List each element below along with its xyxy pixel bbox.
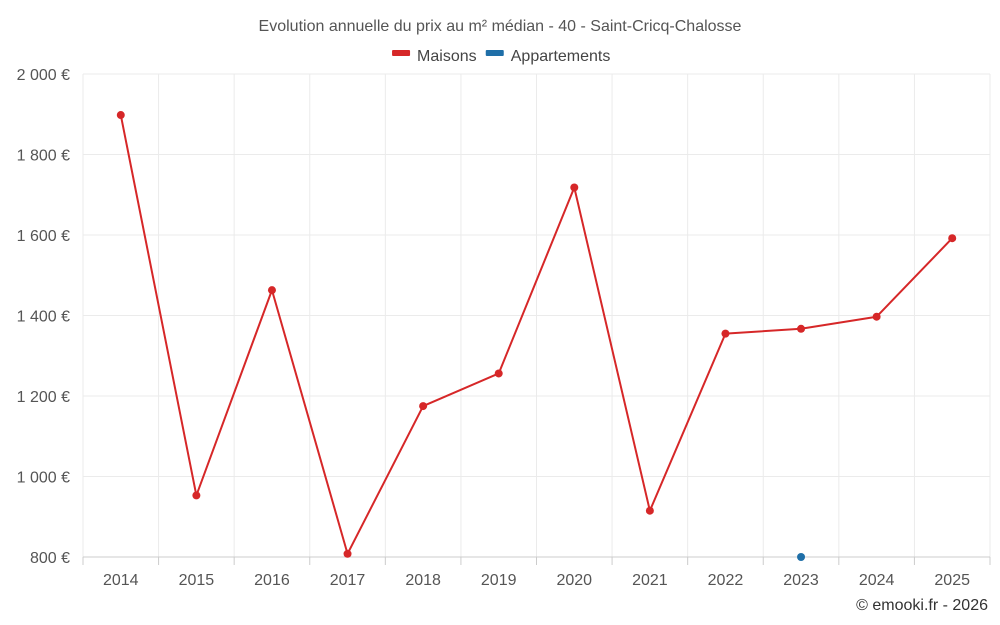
data-point[interactable] [645, 506, 654, 515]
data-point[interactable] [570, 183, 579, 192]
series-maisons [116, 111, 957, 558]
x-tick-label: 2019 [481, 572, 517, 589]
legend-item-appartements[interactable]: Appartements [485, 48, 611, 65]
y-tick-label: 1 600 € [17, 228, 70, 245]
chart-legend: Maisons Appartements [392, 48, 610, 65]
data-point[interactable] [192, 491, 201, 500]
grid [82, 73, 991, 557]
y-tick-label: 1 200 € [17, 389, 70, 406]
credit-text: © emooki.fr - 2026 [856, 597, 988, 614]
x-tick-label: 2021 [632, 572, 668, 589]
x-tick-label: 2017 [330, 572, 366, 589]
legend-item-maisons[interactable]: Maisons [392, 48, 477, 65]
legend-label: Maisons [417, 48, 477, 65]
data-point[interactable] [343, 549, 352, 558]
y-tick-label: 1 800 € [17, 148, 70, 165]
x-axis: 2014 2015 2016 2017 2018 2019 2020 2021 2022 2023… [82, 556, 991, 589]
x-tick-label: 2025 [934, 572, 970, 589]
x-tick-label: 2016 [254, 572, 290, 589]
x-tick-label: 2014 [103, 572, 139, 589]
data-point[interactable] [797, 324, 806, 333]
data-point[interactable] [494, 369, 503, 378]
data-point[interactable] [948, 234, 957, 243]
x-tick-label: 2022 [708, 572, 744, 589]
legend-symbol [392, 50, 411, 56]
data-point[interactable] [267, 286, 276, 295]
x-tick-label: 2015 [179, 572, 215, 589]
x-tick-label: 2024 [859, 572, 895, 589]
legend-label: Appartements [511, 48, 611, 65]
chart-title: Evolution annuelle du prix au m² médian … [259, 18, 742, 35]
data-point[interactable] [872, 312, 881, 321]
series-layer [116, 111, 957, 561]
series-appartements [797, 553, 806, 561]
y-axis: 800 € 1 000 € 1 200 € 1 400 € 1 600 € 1 800 €… [17, 67, 70, 567]
y-tick-label: 1 000 € [17, 470, 70, 487]
data-point[interactable] [116, 111, 125, 120]
y-tick-label: 800 € [30, 550, 70, 567]
x-tick-label: 2018 [405, 572, 441, 589]
series-line [119, 114, 953, 555]
x-tick-label: 2023 [783, 572, 819, 589]
x-tick-label: 2020 [556, 572, 592, 589]
data-point[interactable] [419, 402, 428, 411]
y-tick-label: 2 000 € [17, 67, 70, 84]
legend-symbol [485, 50, 504, 56]
data-point[interactable] [721, 329, 730, 338]
y-tick-label: 1 400 € [17, 309, 70, 326]
data-point[interactable] [797, 553, 806, 561]
